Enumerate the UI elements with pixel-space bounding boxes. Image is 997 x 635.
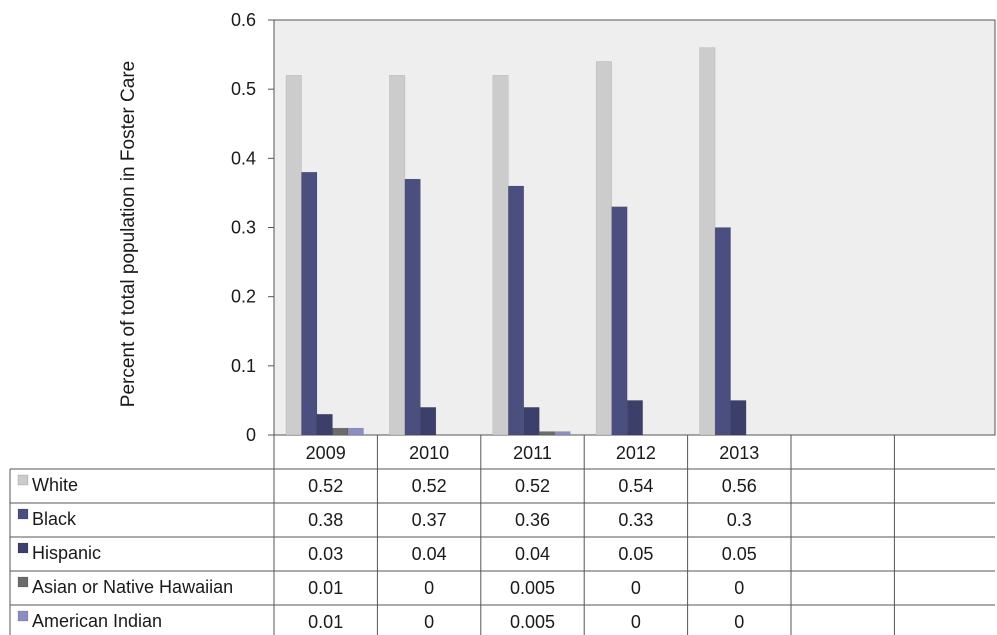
category-label-2010: 2010: [409, 443, 449, 463]
data-label-hispanic-2009: 0.03: [308, 544, 343, 564]
data-label-white-2010: 0.52: [412, 476, 447, 496]
data-label-white-2012: 0.54: [618, 476, 653, 496]
data-label-american-indian-2011: 0.005: [510, 612, 555, 632]
legend-label-asian-or-native-hawaiian: Asian or Native Hawaiian: [32, 577, 233, 597]
bars: [285, 47, 747, 436]
bar-white-2012: [595, 61, 612, 436]
data-label-american-indian-2012: 0: [631, 612, 641, 632]
bar-hispanic-2012: [626, 400, 643, 436]
bar-white-2013: [699, 47, 716, 436]
bar-hispanic-2009: [316, 414, 333, 436]
data-label-asian-or-native-hawaiian-2013: 0: [734, 578, 744, 598]
bar-black-2012: [611, 206, 628, 436]
legend-swatch-asian-or-native-hawaiian: [17, 576, 29, 588]
legend-swatch-white: [17, 474, 29, 486]
plot-area: [273, 19, 996, 436]
bar-hispanic-2013: [730, 400, 747, 436]
bar-hispanic-2011: [523, 407, 540, 436]
bar-white-2010: [389, 75, 406, 436]
legend-swatch-black: [17, 508, 29, 520]
data-label-black-2012: 0.33: [618, 510, 653, 530]
bar-asian-or-native-hawaiian-2011: [539, 431, 556, 436]
legend-swatch-hispanic: [17, 542, 29, 554]
bar-white-2011: [492, 75, 509, 436]
data-label-asian-or-native-hawaiian-2010: 0: [424, 578, 434, 598]
bar-black-2013: [714, 227, 731, 436]
data-label-hispanic-2013: 0.05: [722, 544, 757, 564]
y-tick-label: 0.1: [231, 356, 256, 376]
bar-black-2009: [301, 171, 318, 436]
data-label-asian-or-native-hawaiian-2011: 0.005: [510, 578, 555, 598]
data-label-black-2009: 0.38: [308, 510, 343, 530]
data-label-asian-or-native-hawaiian-2012: 0: [631, 578, 641, 598]
data-label-asian-or-native-hawaiian-2009: 0.01: [308, 578, 343, 598]
data-table: 2009 2010 2011 2012 2013 White 0.52 0.52 0.52 0.5…: [9, 435, 995, 635]
legend-label-hispanic: Hispanic: [32, 543, 101, 563]
data-label-hispanic-2012: 0.05: [618, 544, 653, 564]
y-tick-label: 0: [246, 425, 256, 445]
bar-american-indian-2009: [347, 427, 364, 436]
data-label-hispanic-2011: 0.04: [515, 544, 550, 564]
data-label-american-indian-2009: 0.01: [308, 612, 343, 632]
category-label-2012: 2012: [616, 443, 656, 463]
bar-hispanic-2010: [420, 407, 437, 436]
data-label-black-2011: 0.36: [515, 510, 550, 530]
y-axis: 0 0.1 0.2 0.3 0.4 0.5 0.6: [231, 10, 274, 445]
data-label-black-2010: 0.37: [412, 510, 447, 530]
data-label-american-indian-2010: 0: [424, 612, 434, 632]
bar-asian-or-native-hawaiian-2009: [332, 427, 349, 436]
plot-background: [273, 19, 996, 436]
y-tick-label: 0.3: [231, 218, 256, 238]
y-tick-label: 0.5: [231, 79, 256, 99]
data-label-white-2013: 0.56: [722, 476, 757, 496]
y-tick-label: 0.4: [231, 148, 256, 168]
category-label-2011: 2011: [513, 443, 552, 463]
y-axis-label: Percent of total population in Foster Ca…: [118, 61, 139, 407]
bar-american-indian-2011: [554, 431, 571, 436]
bar-white-2009: [285, 75, 302, 436]
data-label-american-indian-2013: 0: [734, 612, 744, 632]
data-label-white-2009: 0.52: [308, 476, 343, 496]
legend-label-white: White: [32, 475, 78, 495]
data-label-white-2011: 0.52: [515, 476, 550, 496]
legend-label-black: Black: [32, 509, 77, 529]
category-label-2013: 2013: [719, 443, 759, 463]
legend-swatch-american-indian: [17, 610, 29, 622]
bar-black-2010: [404, 178, 421, 436]
category-label-2009: 2009: [306, 443, 346, 463]
y-tick-label: 0.2: [231, 287, 256, 307]
y-tick-label: 0.6: [231, 10, 256, 30]
data-label-black-2013: 0.3: [727, 510, 752, 530]
bar-black-2011: [508, 185, 525, 436]
legend-label-american-indian: American Indian: [32, 611, 162, 631]
data-label-hispanic-2010: 0.04: [412, 544, 447, 564]
